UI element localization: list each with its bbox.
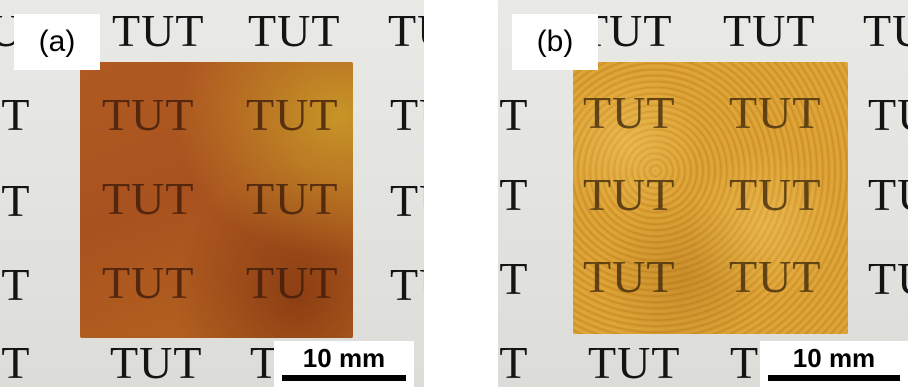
scale-bar-label: 10 mm — [302, 343, 386, 373]
background-text: TUT — [723, 5, 816, 56]
scale-bar-label: 10 mm — [792, 343, 876, 373]
background-text: TUT — [248, 5, 341, 56]
film-text: TUT — [246, 173, 339, 224]
background-text: TUT — [390, 89, 424, 140]
background-text: TUT — [498, 169, 529, 220]
background-text: TUT — [868, 89, 908, 140]
scale-bar-line — [282, 375, 406, 381]
film-sample-b: TUT TUT TUT TUT TUT TUT — [573, 62, 848, 334]
background-text: TUT — [112, 5, 205, 56]
scale-bar-line — [768, 375, 900, 381]
background-text: TUT — [0, 337, 31, 387]
film-text: TUT — [729, 169, 822, 220]
background-text: TUT — [868, 253, 908, 304]
panel-label: (b) — [512, 14, 598, 70]
background-text: TUT — [0, 89, 31, 140]
film-sample-a: TUT TUT TUT TUT TUT TUT — [80, 62, 353, 338]
panel-label: (a) — [14, 14, 100, 70]
scale-bar: 10 mm — [760, 341, 908, 387]
film-text: TUT — [102, 173, 195, 224]
background-text: TUT — [588, 337, 681, 387]
film-text: TUT — [729, 87, 822, 138]
film-text: TUT — [102, 257, 195, 308]
background-text: TUT — [0, 259, 31, 310]
film-text: TUT — [729, 251, 822, 302]
film-text: TUT — [583, 87, 676, 138]
panel-a: TUT TUT TUT TUT TUT TUT TUT TUT TUT TUT … — [0, 0, 424, 387]
background-text: TUT — [390, 175, 424, 226]
background-text: TUT — [498, 89, 529, 140]
scale-bar: 10 mm — [274, 341, 414, 387]
background-text: TUT — [388, 5, 424, 56]
film-text: TUT — [102, 89, 195, 140]
film-text: TUT — [246, 257, 339, 308]
background-text: TUT — [498, 253, 529, 304]
background-text: TUT — [498, 337, 529, 387]
background-text: TUT — [863, 5, 908, 56]
film-text: TUT — [583, 251, 676, 302]
film-text: TUT — [246, 89, 339, 140]
background-text: TUT — [0, 175, 31, 226]
background-text: TUT — [110, 337, 203, 387]
background-text: TUT — [868, 169, 908, 220]
panel-b: TUT TUT TUT TUT TUT TUT TUT TUT TUT TUT … — [498, 0, 908, 387]
film-text: TUT — [583, 169, 676, 220]
background-text: TUT — [390, 259, 424, 310]
